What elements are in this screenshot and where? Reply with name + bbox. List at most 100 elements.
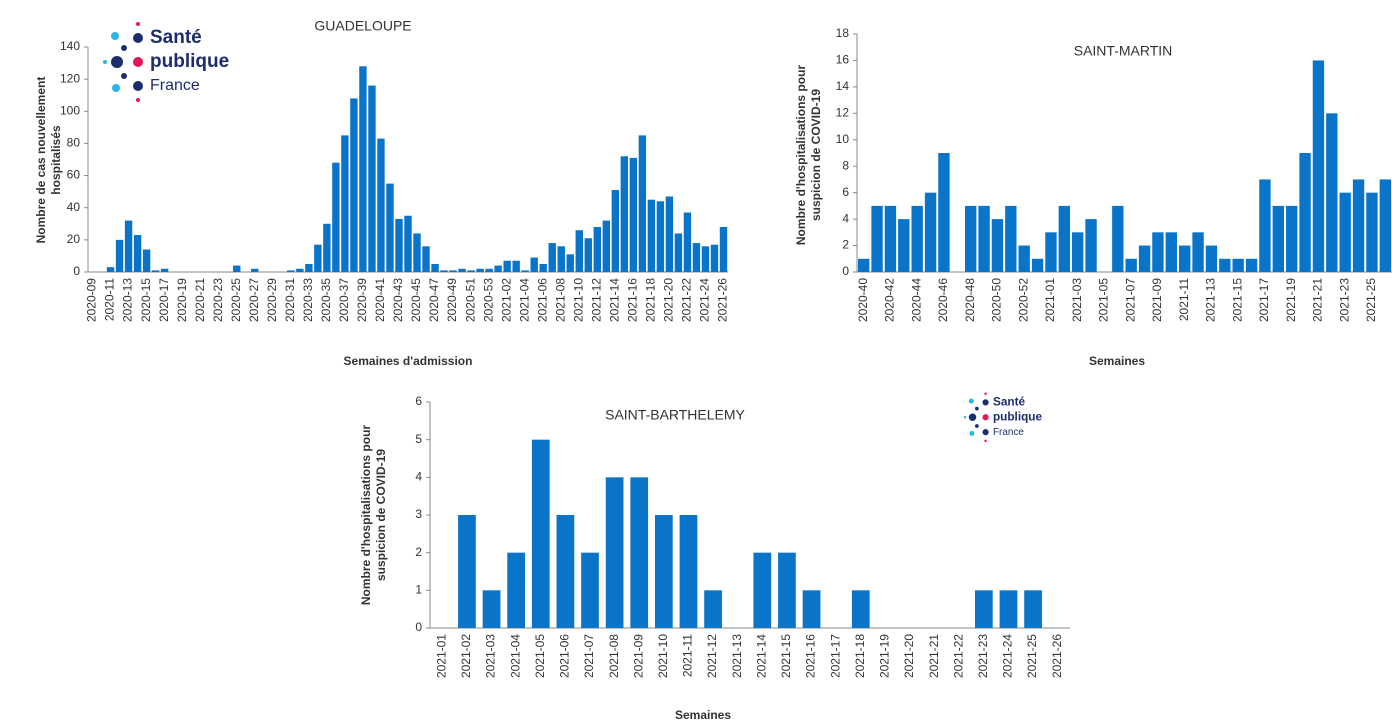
bar [753, 552, 772, 628]
x-tick-label: 2021-19 [1284, 278, 1298, 322]
bar [1259, 179, 1271, 272]
bar [1339, 192, 1351, 272]
bar [530, 257, 538, 272]
bar [692, 243, 701, 272]
bar [368, 85, 376, 272]
bar [965, 205, 977, 272]
y-axis-title: Nombre d'hospitalisations pour [794, 65, 808, 246]
x-tick-label: 2021-26 [1050, 634, 1064, 678]
x-tick-label: 2020-15 [139, 278, 153, 322]
bar [1192, 232, 1204, 272]
y-tick-label: 140 [60, 39, 80, 53]
x-axis-title: Semaines [675, 708, 731, 722]
x-tick-label: 2021-12 [705, 634, 719, 678]
x-tick-label: 2020-09 [85, 278, 99, 322]
bar [151, 270, 160, 272]
x-tick-label: 2020-35 [319, 278, 333, 322]
bar [124, 220, 133, 272]
x-tick-label: 2021-04 [508, 634, 522, 678]
bar [350, 98, 358, 272]
bar [1031, 258, 1044, 272]
y-tick-label: 120 [60, 71, 80, 85]
bar [991, 219, 1004, 272]
x-tick-label: 2021-09 [631, 634, 645, 678]
y-tick-label: 18 [836, 26, 850, 40]
bar [494, 265, 502, 272]
bar [1232, 258, 1244, 272]
bar [566, 254, 574, 272]
x-axis-title: Semaines [1089, 354, 1145, 368]
bar [476, 268, 484, 272]
bar [1219, 258, 1231, 272]
logo: Santé publique France [963, 392, 1042, 443]
bar [106, 267, 115, 272]
bar [974, 590, 993, 628]
bar [1366, 192, 1378, 272]
y-tick-label: 4 [415, 470, 422, 484]
x-tick-label: 2021-01 [434, 634, 448, 678]
logo-text: publique [993, 410, 1042, 423]
bar [630, 477, 649, 628]
bar [647, 199, 656, 272]
bar [620, 156, 629, 272]
x-tick-label: 2021-14 [607, 278, 621, 322]
bar [1005, 205, 1017, 272]
bar [404, 215, 412, 272]
logo-text: Santé [993, 396, 1025, 409]
y-axis-title: suspicion de COVID-19 [809, 89, 823, 221]
bar [851, 590, 870, 628]
y-tick-label: 0 [842, 264, 849, 278]
x-tick-label: 2021-16 [626, 278, 640, 322]
logo-text: France [150, 77, 200, 94]
bar [704, 590, 722, 628]
x-tick-label: 2021-09 [1150, 278, 1164, 322]
x-tick-label: 2021-22 [951, 634, 965, 678]
logo: Santé publique France [103, 22, 229, 102]
bar [575, 230, 583, 272]
x-tick-label: 2021-11 [1177, 278, 1191, 321]
x-tick-label: 2021-10 [656, 634, 670, 678]
x-tick-label: 2020-31 [283, 278, 297, 322]
y-tick-label: 12 [836, 106, 850, 120]
x-tick-label: 2021-25 [1025, 634, 1039, 678]
bar [683, 212, 692, 272]
y-tick-label: 16 [836, 53, 850, 67]
x-tick-label: 2021-13 [730, 634, 744, 678]
bar [539, 263, 547, 272]
bar [482, 590, 501, 628]
logo-text: Santé [150, 27, 202, 48]
bar [296, 268, 304, 272]
bar [1045, 232, 1057, 272]
bar [1379, 179, 1391, 272]
x-tick-label: 2020-48 [963, 278, 977, 322]
x-tick-label: 2021-21 [1311, 278, 1325, 322]
x-tick-label: 2021-15 [1230, 278, 1244, 322]
x-tick-label: 2021-07 [1123, 278, 1137, 322]
bar [1018, 245, 1030, 272]
x-tick-label: 2021-21 [927, 634, 941, 678]
bar [1352, 179, 1365, 272]
x-tick-label: 2021-06 [558, 634, 572, 678]
x-tick-label: 2020-33 [301, 278, 315, 322]
x-tick-label: 2020-50 [990, 278, 1004, 322]
x-tick-label: 2021-04 [517, 278, 531, 322]
chart-title: SAINT-BARTHELEMY [605, 407, 745, 423]
x-tick-label: 2021-24 [1001, 634, 1015, 678]
bar [133, 235, 142, 272]
bar [531, 439, 550, 628]
x-tick-label: 2021-05 [1097, 278, 1111, 322]
bar [440, 270, 448, 272]
x-tick-label: 2020-51 [463, 278, 477, 322]
bar [710, 244, 719, 272]
y-tick-label: 2 [842, 238, 849, 252]
x-tick-label: 2020-23 [211, 278, 225, 322]
x-tick-label: 2021-23 [976, 634, 990, 678]
x-tick-label: 2020-49 [445, 278, 459, 322]
bar [359, 66, 367, 273]
bar [924, 192, 937, 272]
x-tick-label: 2020-45 [409, 278, 423, 322]
bar [638, 135, 647, 272]
bar [898, 219, 910, 272]
bar [1326, 113, 1338, 272]
bar [701, 246, 710, 272]
